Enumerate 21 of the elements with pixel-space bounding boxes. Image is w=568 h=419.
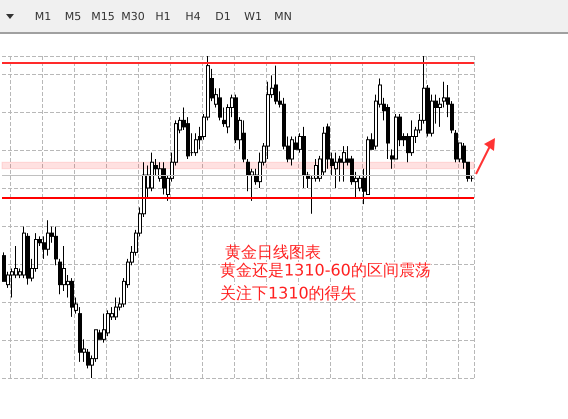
candlestick: [302, 126, 306, 189]
text: H4: [184, 10, 202, 22]
candlestick: [114, 297, 118, 321]
text: M5: [64, 10, 82, 22]
text: MN: [273, 10, 293, 22]
annotation: 黄金还是1310-60的区间震荡: [220, 260, 431, 280]
text: M15: [90, 10, 116, 22]
candlestick: [334, 152, 338, 189]
text: H1: [154, 10, 172, 22]
candlestick: [290, 136, 294, 166]
text: 黄金日线图表: [225, 242, 321, 262]
candlestick: [46, 220, 50, 256]
candlestick: [102, 313, 106, 344]
text: W1: [243, 10, 263, 22]
candlestick: [70, 278, 74, 318]
annotation: 关注下1310的得失: [220, 284, 357, 302]
text: M30: [120, 10, 146, 22]
text: D1: [214, 10, 232, 22]
text: M1: [34, 10, 52, 22]
candlestick: [274, 65, 278, 105]
candlestick: [342, 146, 346, 182]
